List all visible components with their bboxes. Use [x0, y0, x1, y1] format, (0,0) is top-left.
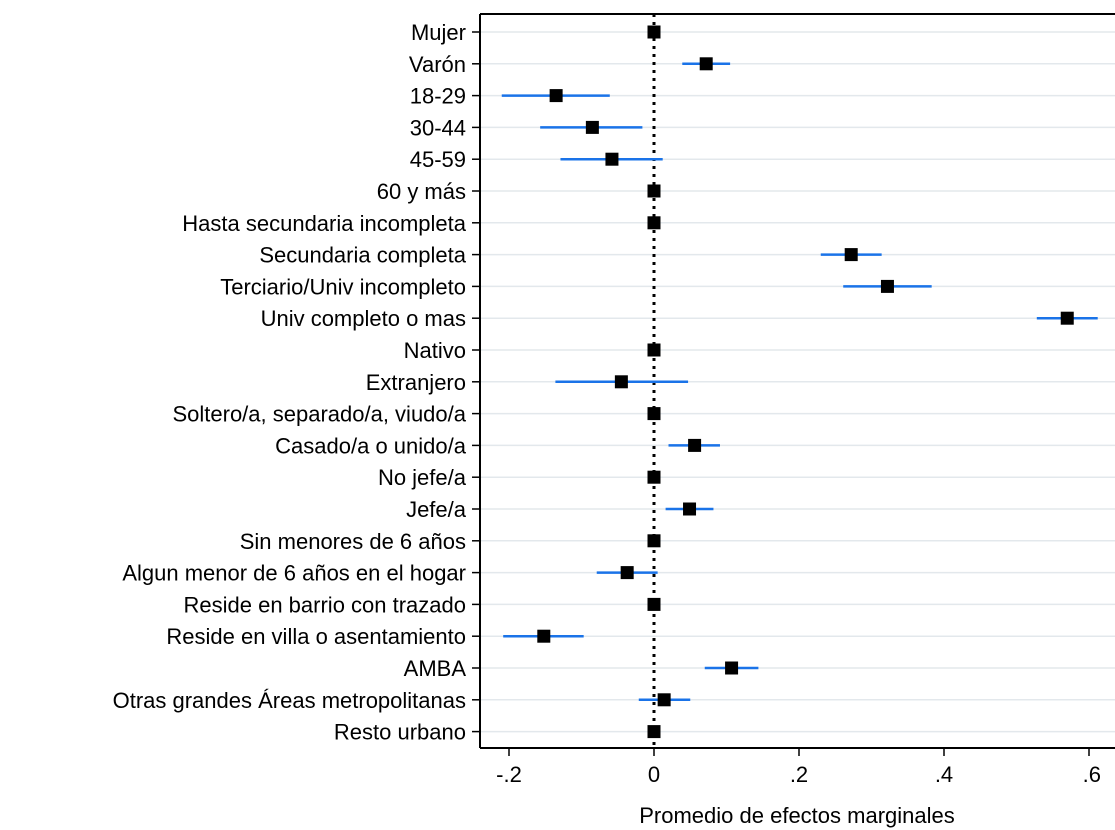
estimate-marker: [537, 629, 551, 643]
category-label: 45-59: [410, 147, 466, 172]
axes: [472, 13, 1115, 756]
category-label: Mujer: [411, 20, 466, 45]
estimate-marker: [647, 407, 661, 421]
category-label: Varón: [409, 52, 466, 77]
category-label: AMBA: [404, 656, 467, 681]
category-label: Extranjero: [366, 370, 466, 395]
estimate-marker: [647, 25, 661, 39]
estimate-marker: [880, 279, 894, 293]
estimate-marker: [549, 89, 563, 103]
category-label: Sin menores de 6 años: [240, 529, 466, 554]
category-label: No jefe/a: [378, 465, 467, 490]
estimate-marker: [647, 184, 661, 198]
point-estimates: [537, 25, 1074, 739]
estimate-marker: [647, 216, 661, 230]
category-label: Reside en barrio con trazado: [184, 592, 467, 617]
estimate-marker: [725, 661, 739, 675]
estimate-marker: [605, 152, 619, 166]
category-label: Soltero/a, separado/a, viudo/a: [172, 402, 466, 427]
estimate-marker: [844, 248, 858, 262]
category-label: Univ completo o mas: [261, 306, 466, 331]
category-label: Secundaria completa: [259, 243, 466, 268]
estimate-marker: [585, 120, 599, 134]
estimate-marker: [620, 566, 634, 580]
estimate-marker: [647, 534, 661, 548]
x-tick-label: .4: [935, 762, 953, 787]
estimate-marker: [647, 343, 661, 357]
x-tick-label: 0: [648, 762, 660, 787]
estimate-marker: [647, 725, 661, 739]
category-label: Resto urbano: [334, 720, 466, 745]
estimate-marker: [688, 438, 702, 452]
category-label: Otras grandes Áreas metropolitanas: [113, 688, 466, 713]
estimate-marker: [657, 693, 671, 707]
category-label: Jefe/a: [406, 497, 467, 522]
x-tick-label: -.2: [496, 762, 522, 787]
x-tick-label: .2: [790, 762, 808, 787]
category-label: Casado/a o unido/a: [275, 433, 467, 458]
category-label: Hasta secundaria incompleta: [182, 211, 466, 236]
estimate-marker: [683, 502, 697, 516]
estimate-marker: [699, 57, 713, 71]
category-label: Reside en villa o asentamiento: [166, 624, 466, 649]
estimate-marker: [647, 597, 661, 611]
category-label: Terciario/Univ incompleto: [220, 274, 466, 299]
category-label: Algun menor de 6 años en el hogar: [122, 561, 466, 586]
estimate-marker: [1060, 311, 1074, 325]
category-label: 60 y más: [377, 179, 466, 204]
category-labels: Mujer Varón 18-29 30-44 45-59 60 y más Hasta s…: [113, 20, 467, 745]
category-label: 30-44: [410, 115, 466, 140]
estimate-marker: [647, 470, 661, 484]
estimate-marker: [614, 375, 628, 389]
x-tick-label: .6: [1083, 762, 1101, 787]
category-label: 18-29: [410, 84, 466, 109]
category-label: Nativo: [404, 338, 466, 363]
x-tick-labels: -.2 0 .2 .4 .6: [496, 762, 1101, 787]
x-axis-title: Promedio de efectos marginales: [639, 803, 955, 828]
